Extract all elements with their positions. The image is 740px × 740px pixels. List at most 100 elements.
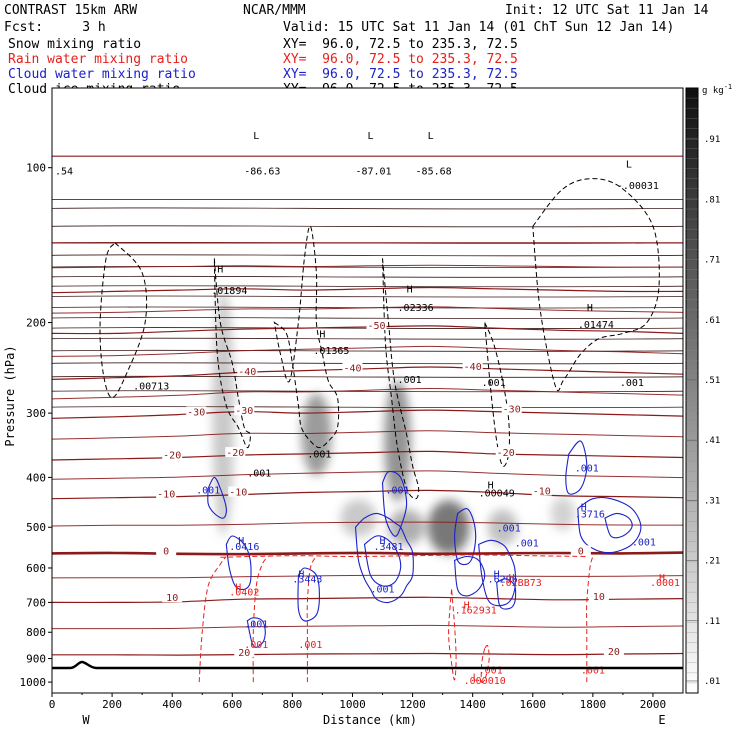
cloud-water-label: H bbox=[581, 503, 587, 514]
temperature-line bbox=[52, 306, 683, 314]
cloud-water-contour-4 bbox=[354, 512, 414, 604]
snow-blob-3 bbox=[427, 500, 470, 555]
temperature-label: -30 bbox=[235, 406, 253, 417]
ice-label: .01894 bbox=[211, 286, 247, 297]
temperature-line bbox=[52, 286, 683, 294]
rain-label: H bbox=[464, 600, 470, 611]
temperature-line bbox=[52, 450, 683, 461]
rain-contour-3 bbox=[586, 556, 594, 683]
rain-loop-1 bbox=[480, 644, 490, 684]
temperature-line bbox=[52, 470, 683, 480]
theta-line bbox=[52, 362, 683, 365]
temperature-label-bg bbox=[156, 545, 177, 556]
temperature-line bbox=[52, 652, 683, 656]
colorbar-label: .21 bbox=[704, 557, 720, 567]
temperature-label-bg bbox=[501, 403, 522, 414]
temperature-line bbox=[52, 596, 683, 604]
cloud-water-contour-12 bbox=[604, 512, 633, 539]
field-cloudwater-name: Cloud water mixing ratio bbox=[8, 67, 196, 82]
temperature-label-bg bbox=[366, 320, 387, 331]
temperature-line bbox=[52, 264, 683, 269]
cloud-water-contour-8 bbox=[478, 539, 516, 607]
ice-label: L bbox=[367, 131, 373, 142]
y-tick-label: 600 bbox=[26, 562, 46, 575]
x-tick-label: 2000 bbox=[640, 698, 667, 711]
theta-line bbox=[52, 375, 683, 378]
temperature-label-bg bbox=[237, 366, 258, 377]
cloud-water-label: .001 bbox=[497, 524, 521, 535]
colorbar-label: .71 bbox=[704, 256, 720, 266]
ice-label: .00713 bbox=[133, 382, 169, 393]
x-tick-label: 1600 bbox=[520, 698, 547, 711]
colorbar-label: .61 bbox=[704, 316, 720, 326]
rain-contour-2 bbox=[306, 556, 317, 683]
x-tick-label: 400 bbox=[162, 698, 182, 711]
terrain-surface bbox=[52, 660, 683, 670]
ice-label: -.00031 bbox=[617, 181, 659, 192]
rain-freezing-band bbox=[220, 554, 587, 558]
temperature-line bbox=[52, 387, 683, 400]
x-axis-title: Distance (km) bbox=[323, 713, 417, 727]
east-label: E bbox=[658, 713, 665, 727]
x-tick-label: 1400 bbox=[459, 698, 486, 711]
rain-label: .001 bbox=[479, 665, 503, 676]
center-title: NCAR/MMM bbox=[243, 3, 306, 18]
temperature-line bbox=[52, 430, 683, 440]
temperature-label: 10 bbox=[593, 592, 605, 603]
colorbar-unit: g kg-1 bbox=[702, 83, 732, 96]
colorbar-label: .01 bbox=[704, 677, 720, 687]
temperature-label-bg bbox=[186, 406, 207, 417]
ice-contour-5 bbox=[532, 178, 660, 392]
theta-line bbox=[52, 225, 683, 228]
theta-line bbox=[52, 317, 683, 319]
y-axis-title: Pressure (hPa) bbox=[3, 345, 17, 446]
temperature-label: -20 bbox=[497, 448, 515, 459]
ice-label: .01474 bbox=[578, 320, 614, 331]
colorbar-label: .31 bbox=[704, 496, 720, 506]
cloud-water-contour-9 bbox=[496, 578, 517, 610]
rain-label: .001 bbox=[298, 640, 322, 651]
rain-label: .0402 bbox=[229, 587, 259, 598]
theta-line bbox=[52, 306, 683, 309]
forecast-hour: Fcst: 3 h bbox=[4, 20, 106, 35]
theta-line bbox=[52, 349, 683, 352]
cloud-water-label: .001 bbox=[632, 538, 656, 549]
rain-label: .001 bbox=[581, 665, 605, 676]
ice-label: H bbox=[407, 285, 413, 296]
cloud-water-label: .001 bbox=[575, 464, 599, 475]
cloud-water-label: .3481 bbox=[373, 542, 403, 553]
x-tick-label: 600 bbox=[222, 698, 242, 711]
temperature-label: -10 bbox=[229, 488, 247, 499]
colorbar: g kg-1 .91 .81 .71 .61 .51 .41 .31 .21 .11 .01 bbox=[685, 83, 732, 694]
cloud-water-label: .3443 bbox=[292, 575, 322, 586]
x-tick-label: 0 bbox=[49, 698, 56, 711]
plot-area: -50 -40 -40 -40 -30 -30 -30 -20 -20 -20 -10 -10 -10 0… bbox=[52, 131, 683, 687]
temperature-label-bg bbox=[342, 362, 363, 373]
ice-label: L bbox=[428, 131, 434, 142]
temperature-label-bg bbox=[603, 646, 624, 657]
temperature-label-bg bbox=[495, 447, 516, 458]
cloud-water-contour-10 bbox=[565, 440, 588, 495]
x-tick-label: 200 bbox=[102, 698, 122, 711]
ice-label: .01365 bbox=[313, 346, 349, 357]
colorbar-label: .11 bbox=[704, 617, 720, 627]
field-rain-xy: XY= 96.0, 72.5 to 235.3, 72.5 bbox=[283, 52, 518, 67]
temperature-label: 20 bbox=[238, 648, 250, 659]
colorbar-label: .91 bbox=[704, 135, 720, 145]
ice-label: L bbox=[253, 131, 259, 142]
cloud-water-contour-6 bbox=[454, 507, 477, 566]
temperature-label-bg bbox=[234, 405, 255, 416]
colorbar-label: .81 bbox=[704, 195, 720, 205]
x-tick-label: 1200 bbox=[399, 698, 426, 711]
temperature-label: -10 bbox=[533, 487, 551, 498]
y-tick-label: 500 bbox=[26, 521, 46, 534]
cloud-water-contour-3 bbox=[381, 470, 408, 537]
temperature-label: -30 bbox=[187, 408, 205, 419]
rain-contour-0 bbox=[198, 556, 227, 683]
ice-label: .001 bbox=[398, 375, 422, 386]
snow-blob-5 bbox=[487, 509, 518, 546]
cloud-water-label: H bbox=[298, 570, 304, 581]
field-snow-name: Snow mixing ratio bbox=[8, 37, 141, 52]
theta-line bbox=[52, 406, 683, 409]
ice-label: .001 bbox=[482, 378, 506, 389]
